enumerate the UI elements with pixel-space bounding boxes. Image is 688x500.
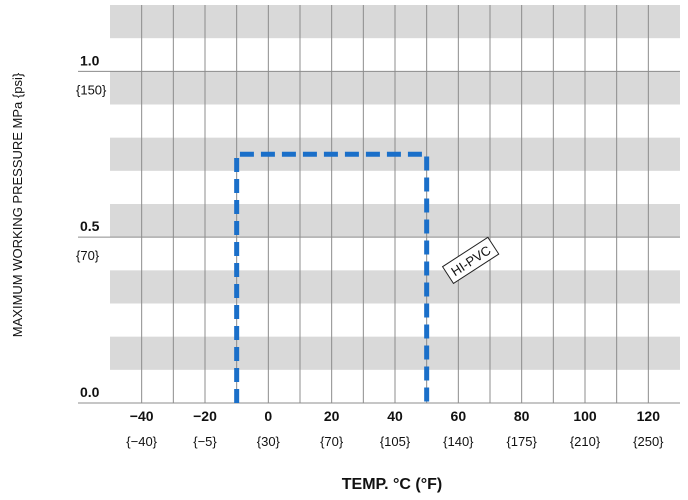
x-tick-sublabel: {105} xyxy=(380,434,411,449)
annotation-box xyxy=(441,236,500,285)
horizontal-gridlines xyxy=(78,70,680,404)
y-tick-sublabel: {70} xyxy=(76,248,100,263)
x-tick-sublabel: {−5} xyxy=(193,434,217,449)
x-tick-sublabel: {250} xyxy=(633,434,664,449)
x-tick-label: −40 xyxy=(130,408,154,424)
x-tick-label: 60 xyxy=(451,408,467,424)
y-axis-title: MAXIMUM WORKING PRESSURE MPa {psi} xyxy=(10,72,25,337)
x-tick-sublabel: {175} xyxy=(506,434,537,449)
y-tick-labels: 0.0 0.5 {70} 1.0 {150} xyxy=(76,52,107,400)
y-tick-sublabel: {150} xyxy=(76,82,107,97)
series-line-hipvc xyxy=(234,151,430,403)
y-tick-label: 1.0 xyxy=(80,52,100,68)
y-tick-label: 0.0 xyxy=(80,384,100,400)
x-tick-label: 20 xyxy=(324,408,340,424)
x-tick-sublabel: {−40} xyxy=(126,434,157,449)
x-tick-label: 100 xyxy=(573,408,597,424)
x-tick-sublabel: {210} xyxy=(570,434,601,449)
x-tick-label: 80 xyxy=(514,408,530,424)
x-tick-label: 0 xyxy=(264,408,272,424)
x-tick-label: 120 xyxy=(637,408,661,424)
x-tick-label: 40 xyxy=(387,408,403,424)
x-tick-sublabel: {140} xyxy=(443,434,474,449)
y-tick-label: 0.5 xyxy=(80,218,100,234)
x-tick-labels: −40 {−40} −20 {−5} 0 {30} 20 {70} 40 {105} 60 {140}… xyxy=(126,408,664,449)
x-tick-sublabel: {70} xyxy=(320,434,344,449)
x-tick-label: −20 xyxy=(193,408,217,424)
x-tick-sublabel: {30} xyxy=(257,434,281,449)
x-axis-title: TEMP. °C (°F) xyxy=(342,476,443,493)
